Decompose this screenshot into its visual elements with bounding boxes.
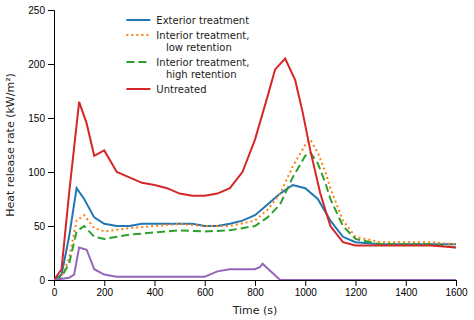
legend-item: Exterior treatment bbox=[126, 15, 249, 26]
tick-mark bbox=[104, 280, 105, 286]
tick-mark bbox=[155, 280, 156, 286]
tick-mark bbox=[305, 280, 306, 286]
line bbox=[54, 59, 456, 280]
tick: 0 bbox=[52, 280, 58, 298]
tick-mark bbox=[205, 280, 206, 286]
line bbox=[54, 153, 456, 280]
y-axis-title: Heat release rate (kW/m²) bbox=[4, 73, 17, 217]
legend-item: Interior treatment, low retention bbox=[126, 30, 249, 53]
y-axis: 0 50 100 150 200 250 bbox=[28, 5, 54, 286]
legend-swatch bbox=[126, 19, 150, 21]
legend-label: Untreated bbox=[156, 84, 206, 95]
legend-item: Interior treatment, high retention bbox=[126, 57, 249, 80]
tick: 0 bbox=[39, 275, 54, 286]
tick: 1600 bbox=[445, 280, 468, 298]
tick-label: 0 bbox=[39, 275, 45, 286]
tick-mark bbox=[48, 280, 54, 281]
tick-label: 100 bbox=[28, 167, 45, 178]
tick-label: 200 bbox=[28, 59, 45, 70]
tick: 1400 bbox=[395, 280, 418, 298]
tick-label: 1200 bbox=[345, 287, 368, 298]
tick-label: 800 bbox=[247, 287, 264, 298]
tick-label: 150 bbox=[28, 113, 45, 124]
line bbox=[54, 248, 456, 280]
tick-label: 50 bbox=[34, 221, 46, 232]
line bbox=[54, 185, 456, 280]
tick-mark bbox=[48, 172, 54, 173]
legend: Exterior treatment Interior treatment, lo… bbox=[126, 15, 249, 95]
chart: 0 200 400 600 800 1000 1200 1400 1600 0 50 100 150 20… bbox=[0, 0, 474, 320]
axis-line bbox=[55, 281, 457, 287]
line bbox=[54, 140, 456, 280]
tick: 150 bbox=[28, 113, 54, 124]
tick-mark bbox=[48, 10, 54, 11]
tick-label: 600 bbox=[197, 287, 214, 298]
tick-label: 0 bbox=[52, 287, 58, 298]
tick: 200 bbox=[28, 59, 54, 70]
tick: 400 bbox=[147, 280, 164, 298]
tick-label: 250 bbox=[28, 5, 45, 16]
tick: 50 bbox=[34, 221, 54, 232]
legend-swatch bbox=[126, 61, 150, 63]
tick-mark bbox=[255, 280, 256, 286]
tick-mark bbox=[406, 280, 407, 286]
tick-label: 1600 bbox=[445, 287, 468, 298]
lines bbox=[54, 59, 456, 280]
tick-mark bbox=[48, 226, 54, 227]
x-axis-title: Time (s) bbox=[232, 304, 278, 317]
legend-label: Interior treatment, low retention bbox=[156, 30, 249, 53]
tick-mark bbox=[356, 280, 357, 286]
tick: 200 bbox=[96, 280, 113, 298]
tick-label: 400 bbox=[147, 287, 164, 298]
tick: 600 bbox=[197, 280, 214, 298]
x-axis: 0 200 400 600 800 1000 1200 1400 1600 bbox=[52, 280, 468, 298]
legend-label: Interior treatment, high retention bbox=[156, 57, 249, 80]
legend-item: Untreated bbox=[126, 84, 206, 95]
tick-label: 200 bbox=[96, 287, 113, 298]
tick: 250 bbox=[28, 5, 54, 16]
tick-mark bbox=[456, 280, 457, 286]
tick: 1000 bbox=[295, 280, 318, 298]
tick: 1200 bbox=[345, 280, 368, 298]
tick-label: 1000 bbox=[295, 287, 318, 298]
tick: 800 bbox=[247, 280, 264, 298]
tick: 100 bbox=[28, 167, 54, 178]
legend-swatch bbox=[126, 88, 150, 90]
tick-label: 1400 bbox=[395, 287, 418, 298]
legend-label: Exterior treatment bbox=[156, 15, 249, 26]
plot: 0 200 400 600 800 1000 1200 1400 1600 0 50 100 150 20… bbox=[28, 5, 468, 298]
tick-mark bbox=[48, 118, 54, 119]
legend-swatch bbox=[126, 34, 150, 36]
tick-mark bbox=[48, 64, 54, 65]
axis-line bbox=[48, 11, 55, 281]
